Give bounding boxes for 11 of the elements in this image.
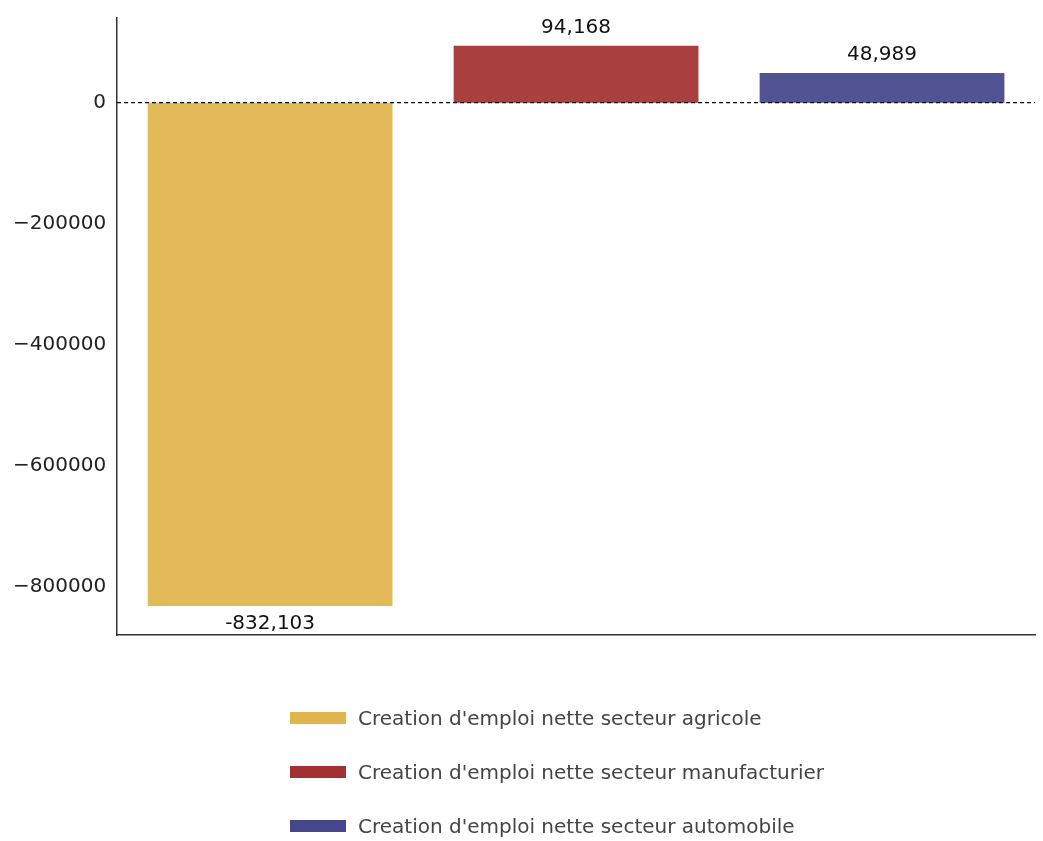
y-tick-label: −200000	[13, 209, 107, 234]
legend-label: Creation d'emploi nette secteur automobile	[358, 814, 795, 838]
text: 94,168	[541, 13, 612, 38]
text: 48,989	[847, 41, 918, 66]
y-tick-label: −400000	[13, 330, 107, 355]
y-tick-label: −800000	[13, 572, 107, 597]
y-tick-label: 0	[93, 88, 107, 113]
legend-label: Creation d'emploi nette secteur manufacturier	[358, 760, 825, 784]
legend-label: Creation d'emploi nette secteur agricole	[358, 706, 762, 730]
text: -832,103	[225, 610, 316, 635]
y-tick-label: −600000	[13, 451, 107, 476]
